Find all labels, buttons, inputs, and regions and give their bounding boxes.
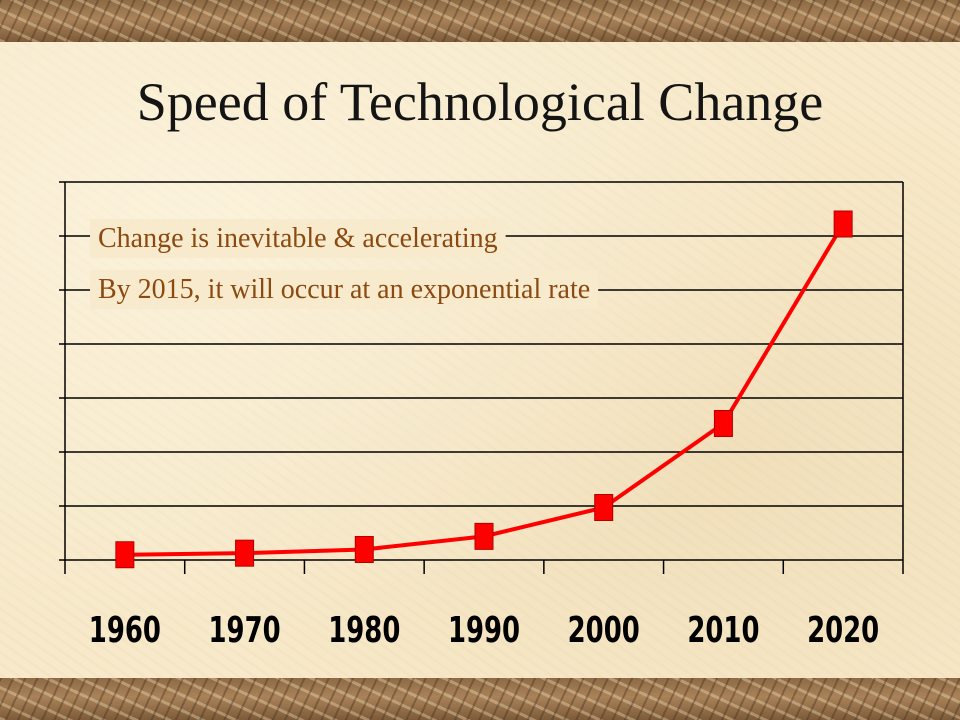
annotation-background	[90, 270, 599, 309]
chart-annotation: Change is inevitable & accelerating	[98, 223, 498, 254]
x-tick-label: 2010	[687, 610, 759, 651]
x-tick-label: 1980	[328, 610, 400, 651]
data-point-marker	[235, 539, 255, 567]
chart-annotation: By 2015, it will occur at an exponential…	[98, 274, 590, 305]
data-markers	[115, 210, 853, 569]
data-point-marker	[115, 541, 135, 569]
annotations: Change is inevitable & accelerating By 20…	[90, 219, 599, 309]
top-decorative-band	[0, 0, 960, 42]
data-point-marker	[713, 410, 733, 437]
annotation-background	[90, 219, 506, 258]
bottom-decorative-band	[0, 678, 960, 720]
x-tick-label: 2020	[807, 610, 879, 651]
data-point-marker	[354, 536, 374, 563]
data-point-marker	[594, 494, 614, 521]
data-point-marker	[474, 522, 494, 550]
slide-title: Speed of Technological Change	[136, 72, 824, 132]
axes	[59, 181, 904, 574]
x-tick-label: 1960	[89, 610, 161, 651]
data-point-marker	[833, 210, 853, 238]
x-tick-label: 1990	[448, 610, 520, 651]
x-tick-label: 1970	[209, 610, 281, 651]
x-tick-label: 2000	[568, 610, 640, 651]
x-tick-labels: 1960 1970 1980 1990 2000 2010 2020	[89, 610, 879, 651]
